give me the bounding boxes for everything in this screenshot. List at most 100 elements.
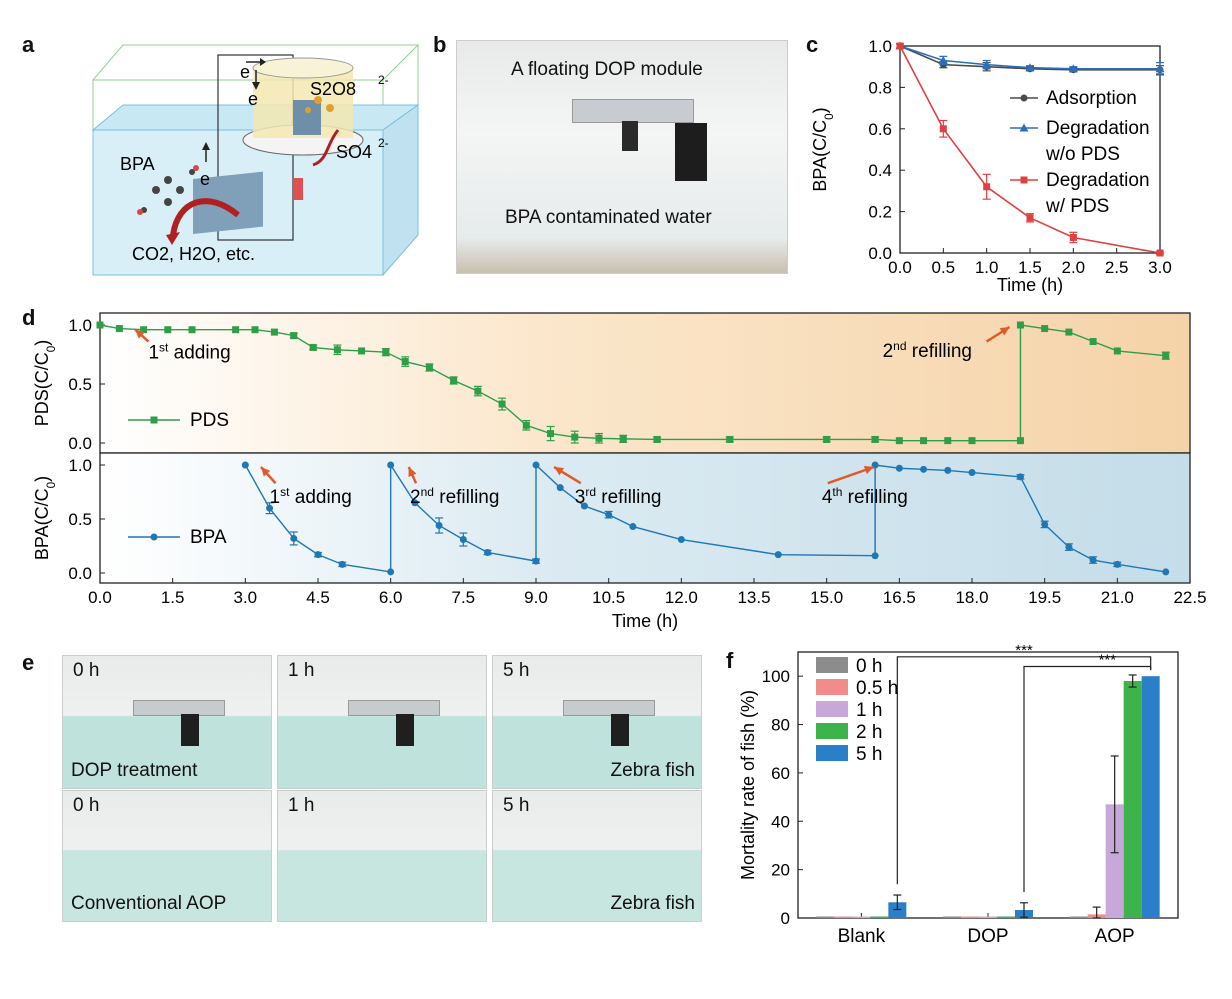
chart-c-point-2-3 <box>1026 214 1034 222</box>
chart-d-x-tick-label: 13.5 <box>737 588 770 607</box>
chart-d-subplot-1-point-22 <box>920 465 928 473</box>
chart-c-legend-label-1: w/o PDS <box>1045 144 1120 165</box>
chart-d-subplot-0-point-16 <box>474 387 482 395</box>
chart-f-errorbar-2-2 <box>1110 755 1119 854</box>
chart-d-subplot-0-point-34 <box>1065 328 1073 336</box>
chart-f-y-tick-label: 60 <box>771 764 790 783</box>
chart-f-errorbar-1-2 <box>1092 906 1101 919</box>
chart-d-subplot-0-point-9 <box>309 343 317 351</box>
chart-d-x-tick-label: 15.0 <box>810 588 843 607</box>
chart-d-subplot-0-point-7 <box>270 328 278 336</box>
chart-f-bar-2-2 <box>1105 804 1124 918</box>
chart-c-point-1-1 <box>938 55 948 64</box>
chart-f-bar-0-2 <box>1069 916 1088 918</box>
chart-d-subplot-1-legend-marker <box>150 533 158 541</box>
chart-d-x-tick-label: 22.5 <box>1173 588 1206 607</box>
chart-d-subplot-0-frame <box>99 312 1191 454</box>
chart-d-subplot-1-point-27 <box>1065 543 1073 551</box>
chart-d-subplot-0-annotation-arrowhead-0 <box>135 329 145 339</box>
chart-d-subplot-1-point-5 <box>387 568 395 576</box>
chart-d-subplot-1-point-24 <box>968 469 976 477</box>
chart-d-subplot-1-annotation-arrowhead-3 <box>863 465 874 475</box>
chart-d-subplot-1-point-26 <box>1041 520 1049 528</box>
anode-cloth <box>611 714 629 746</box>
chart-d-x-tick-label: 3.0 <box>234 588 258 607</box>
chart-d-x-tick-label: 19.5 <box>1028 588 1061 607</box>
chart-d-x-tick-label: 6.0 <box>379 588 403 607</box>
chart-f-x-tick-label: DOP <box>967 926 1008 947</box>
chart-d-subplot-0-point-24 <box>726 435 734 443</box>
chart-f-bar-3-1 <box>997 916 1015 918</box>
chart-f-legend-swatch-1 <box>816 679 848 695</box>
chart-c-y-tick-label: 1.0 <box>868 37 892 56</box>
chart-f-legend-label-0: 0 h <box>856 656 882 677</box>
chart-d-x-axis-label: Time (h) <box>612 611 678 631</box>
chart-d-subplot-1-y-tick-label: 0.5 <box>68 510 92 529</box>
panel-e-photo-0-2: 5 h Zebra fish <box>492 655 702 789</box>
chart-f-bar-3-0 <box>870 916 889 918</box>
label-oxidant-charge: 2- <box>378 73 389 87</box>
chart-d-x-tick-label: 21.0 <box>1101 588 1134 607</box>
chart-d-subplot-0-y-tick-label: 1.0 <box>68 316 92 335</box>
chart-f-bar-2-1 <box>979 916 997 918</box>
photo-caption: Zebra fish <box>610 893 695 914</box>
chart-d-subplot-0-point-4 <box>188 326 196 334</box>
label-radical: SO4 <box>336 142 372 162</box>
photo-time-label: 1 h <box>288 660 315 681</box>
chart-d-subplot-0-point-10 <box>333 346 341 354</box>
chart-c-legend-marker-0 <box>1020 94 1028 102</box>
chart-d-subplot-0-point-35 <box>1089 338 1097 346</box>
chart-d-subplot-1-point-1 <box>266 504 274 512</box>
chart-f-y-tick-label: 100 <box>762 667 790 686</box>
chart-d-subplot-1-point-10 <box>484 548 492 556</box>
label-oxidant: S2O8 <box>310 79 356 99</box>
chart-f-legend-swatch-2 <box>816 701 848 717</box>
chart-f-significance-bracket-1 <box>1023 665 1152 893</box>
chart-d-subplot-1-annotation-arrowhead-2 <box>554 467 565 476</box>
chart-c-x-tick-label: 0.5 <box>932 258 956 277</box>
chart-c-point-1-2 <box>982 60 992 69</box>
chart-d-subplot-0-point-27 <box>895 437 903 445</box>
chart-c-x-tick-label: 0.0 <box>888 258 912 277</box>
chart-d-subplot-0-point-30 <box>968 437 976 445</box>
chart-d-subplot-1-point-30 <box>1162 568 1170 576</box>
chart-d-subplot-0-y-tick-label: 0.5 <box>68 375 92 394</box>
chart-d-subplot-0-point-20 <box>571 433 579 441</box>
chart-c-point-1-4 <box>1068 64 1078 73</box>
chart-c-x-tick-label: 1.0 <box>975 258 999 277</box>
chart-d-x-tick-label: 12.0 <box>665 588 698 607</box>
photo-time-label: 0 h <box>73 660 100 681</box>
chart-f-y-tick-label: 20 <box>771 861 790 880</box>
chart-d-subplot-1-point-21 <box>895 464 903 472</box>
chart-c-y-tick-label: 0.6 <box>868 120 892 139</box>
chart-d-subplot-1-point-7 <box>411 499 419 507</box>
chart-d-subplot-0-point-31 <box>1016 437 1024 445</box>
chart-d-subplot-1-y-axis-label: BPA(C/C0) <box>32 476 58 560</box>
photo-caption: DOP treatment <box>71 760 198 781</box>
chart-c-x-tick-label: 3.0 <box>1148 258 1172 277</box>
chart-d-subplot-0-point-8 <box>290 332 298 340</box>
chart-f-bar-2-0 <box>852 916 871 918</box>
floating-module <box>348 700 440 716</box>
panel-e-photo-1-0: 0 h Conventional AOP <box>62 790 272 922</box>
chart-f-x-tick-label: Blank <box>838 926 886 947</box>
chart-d-x-tick-label: 4.5 <box>306 588 330 607</box>
chart-c-x-tick-label: 2.5 <box>1105 258 1129 277</box>
chart-c-legend-label-1: Degradation <box>1046 118 1150 139</box>
chart-d-subplot-1-point-19 <box>871 552 879 560</box>
chart-d-subplot-0-point-2 <box>140 326 148 334</box>
chart-d-subplot-1-point-15 <box>605 511 613 519</box>
chart-d-subplot-0-point-17 <box>498 400 506 408</box>
chart-d-subplot-0-y-axis-label: PDS(C/C0) <box>32 340 58 427</box>
chart-d-subplot-1-point-25 <box>1016 473 1024 481</box>
label-electron-top: e <box>240 62 250 82</box>
chart-d-subplot-0-point-6 <box>251 326 259 334</box>
chart-d-subplot-1-point-4 <box>338 560 346 568</box>
label-electron-mid: e <box>248 89 258 109</box>
chart-f-legend-swatch-0 <box>816 657 848 673</box>
chart-d-subplot-0-point-12 <box>382 348 390 356</box>
panel-letter-b: b <box>433 32 447 57</box>
chart-f-bar-4-0 <box>888 902 907 918</box>
chart-d-subplot-1-point-3 <box>314 551 322 559</box>
